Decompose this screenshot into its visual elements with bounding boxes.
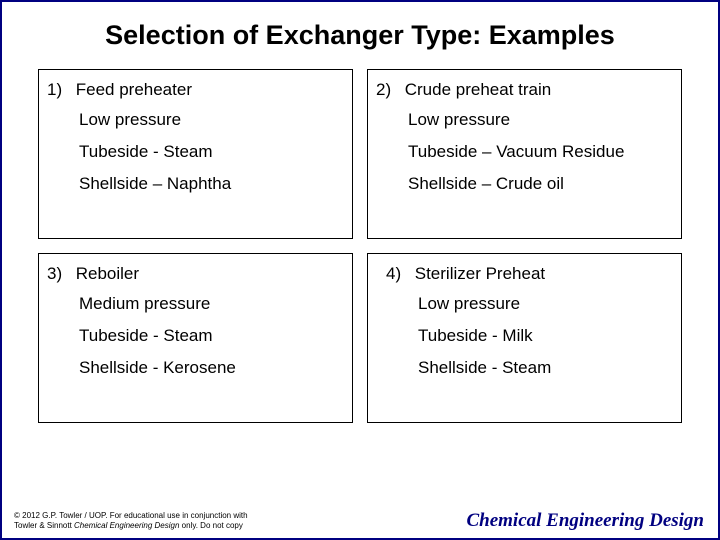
example-box-2: 2) Crude preheat train Low pressure Tube… [367, 69, 682, 239]
box-line: Medium pressure [79, 294, 344, 314]
box-line: Tubeside – Vacuum Residue [408, 142, 673, 162]
slide-footer: © 2012 G.P. Towler / UOP. For educationa… [2, 504, 718, 538]
box-number: 4) [386, 264, 410, 284]
copyright-line2b: Chemical Engineering Design [74, 521, 179, 530]
box-line: Shellside - Steam [418, 358, 673, 378]
box-number: 2) [376, 80, 400, 100]
box-line: Shellside – Naphtha [79, 174, 344, 194]
example-box-1: 1) Feed preheater Low pressure Tubeside … [38, 69, 353, 239]
box-heading: Sterilizer Preheat [415, 264, 545, 283]
box-line: Shellside – Crude oil [408, 174, 673, 194]
box-heading: Feed preheater [76, 80, 192, 99]
box-line: Tubeside - Steam [79, 326, 344, 346]
box-number: 1) [47, 80, 71, 100]
box-heading: Crude preheat train [405, 80, 551, 99]
copyright-text: © 2012 G.P. Towler / UOP. For educationa… [14, 511, 248, 530]
box-header: 1) Feed preheater [47, 80, 344, 100]
box-header: 4) Sterilizer Preheat [386, 264, 673, 284]
example-grid: 1) Feed preheater Low pressure Tubeside … [2, 61, 718, 423]
box-heading: Reboiler [76, 264, 139, 283]
box-line: Tubeside - Steam [79, 142, 344, 162]
box-line: Low pressure [408, 110, 673, 130]
example-box-3: 3) Reboiler Medium pressure Tubeside - S… [38, 253, 353, 423]
copyright-line2a: Towler & Sinnott [14, 521, 74, 530]
box-line: Tubeside - Milk [418, 326, 673, 346]
slide-title: Selection of Exchanger Type: Examples [2, 2, 718, 61]
copyright-line2c: only. Do not copy [179, 521, 242, 530]
example-box-4: 4) Sterilizer Preheat Low pressure Tubes… [367, 253, 682, 423]
box-number: 3) [47, 264, 71, 284]
box-header: 3) Reboiler [47, 264, 344, 284]
box-line: Low pressure [418, 294, 673, 314]
copyright-line1: © 2012 G.P. Towler / UOP. For educationa… [14, 511, 248, 520]
box-line: Shellside - Kerosene [79, 358, 344, 378]
book-title: Chemical Engineering Design [466, 510, 704, 532]
box-header: 2) Crude preheat train [376, 80, 673, 100]
box-line: Low pressure [79, 110, 344, 130]
